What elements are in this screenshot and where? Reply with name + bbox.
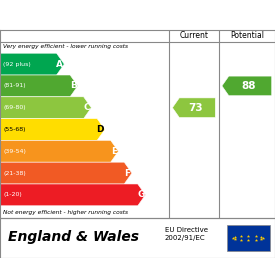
Text: D: D xyxy=(97,125,104,134)
Text: E: E xyxy=(111,147,117,156)
Text: Current: Current xyxy=(179,31,208,40)
Text: (92 plus): (92 plus) xyxy=(3,62,31,67)
Text: England & Wales: England & Wales xyxy=(8,230,139,244)
Polygon shape xyxy=(1,184,145,206)
Text: F: F xyxy=(124,168,130,178)
Text: 73: 73 xyxy=(189,103,203,113)
Text: Potential: Potential xyxy=(230,31,264,40)
Text: 88: 88 xyxy=(242,81,256,91)
Polygon shape xyxy=(1,75,78,97)
Polygon shape xyxy=(1,119,105,140)
Text: (21-38): (21-38) xyxy=(3,171,26,176)
Text: (55-68): (55-68) xyxy=(3,127,26,132)
Text: G: G xyxy=(137,190,145,199)
Text: Energy Efficiency Rating: Energy Efficiency Rating xyxy=(8,8,192,21)
Polygon shape xyxy=(1,97,91,119)
Polygon shape xyxy=(222,76,272,96)
Polygon shape xyxy=(1,53,64,75)
Text: (39-54): (39-54) xyxy=(3,149,26,154)
Text: B: B xyxy=(70,82,77,90)
Text: EU Directive
2002/91/EC: EU Directive 2002/91/EC xyxy=(165,227,208,241)
Text: Very energy efficient - lower running costs: Very energy efficient - lower running co… xyxy=(3,44,128,49)
Polygon shape xyxy=(1,140,118,162)
Text: Not energy efficient - higher running costs: Not energy efficient - higher running co… xyxy=(3,210,128,215)
FancyBboxPatch shape xyxy=(227,225,270,251)
Polygon shape xyxy=(172,98,215,117)
Polygon shape xyxy=(1,162,132,184)
Text: (1-20): (1-20) xyxy=(3,192,22,197)
Text: (81-91): (81-91) xyxy=(3,83,26,88)
Text: C: C xyxy=(83,103,90,112)
Text: (69-80): (69-80) xyxy=(3,105,26,110)
Text: A: A xyxy=(56,60,63,69)
